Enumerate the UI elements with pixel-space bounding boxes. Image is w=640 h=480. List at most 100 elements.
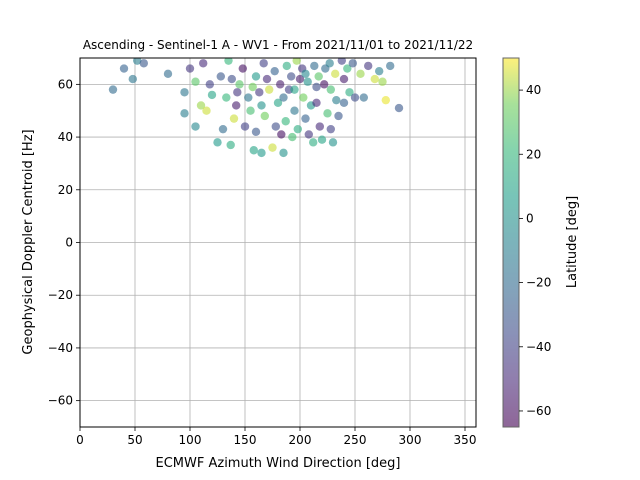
data-point <box>251 72 261 81</box>
data-point <box>375 66 384 76</box>
colorbar <box>502 57 520 428</box>
x-tick-label: 300 <box>399 433 422 447</box>
data-point <box>370 74 379 84</box>
y-tick-label: 60 <box>58 77 73 91</box>
data-point <box>279 93 288 102</box>
data-point <box>213 138 222 147</box>
colorbar-ticks: −60 −40 −20 0 20 40 <box>519 83 551 418</box>
data-point <box>350 93 360 102</box>
data-point <box>282 61 291 71</box>
data-point <box>356 69 365 79</box>
data-point <box>323 109 332 118</box>
data-point <box>108 85 118 94</box>
x-axis-label: ECMWF Azimuth Wind Direction [deg] <box>156 456 401 471</box>
colorbar-tick-label: 40 <box>526 83 541 97</box>
data-points <box>108 58 404 158</box>
data-point <box>337 58 346 65</box>
data-point <box>163 69 173 79</box>
y-tick-label: −60 <box>48 394 73 408</box>
data-point <box>292 58 301 65</box>
data-point <box>273 98 283 108</box>
data-point <box>287 72 296 81</box>
data-point <box>348 59 357 68</box>
data-point <box>281 117 290 126</box>
data-point <box>255 88 264 97</box>
data-point <box>257 101 266 110</box>
data-point <box>133 58 142 65</box>
data-point <box>312 82 321 92</box>
data-point <box>343 64 352 73</box>
data-point <box>312 98 321 108</box>
x-tick-label: 100 <box>179 433 202 447</box>
data-point <box>260 111 269 121</box>
data-point <box>320 80 329 89</box>
data-point <box>268 143 277 152</box>
data-point <box>257 148 266 158</box>
data-point <box>314 72 323 81</box>
data-point <box>232 101 241 110</box>
x-tick-label: 350 <box>454 433 477 447</box>
data-point <box>199 59 208 68</box>
data-point <box>364 61 373 71</box>
data-point <box>304 130 313 139</box>
data-point <box>277 130 286 139</box>
y-tick-label: 0 <box>65 236 73 250</box>
x-tick-label: 150 <box>234 433 257 447</box>
data-point <box>191 77 200 86</box>
data-point <box>222 93 231 102</box>
data-point <box>249 146 258 155</box>
data-point <box>218 124 228 134</box>
data-point <box>317 135 327 144</box>
data-point <box>339 74 349 84</box>
data-point <box>301 114 310 123</box>
data-point <box>238 64 247 73</box>
data-point <box>180 88 189 97</box>
data-point <box>295 74 305 84</box>
data-point <box>301 69 310 79</box>
x-tick-label: 0 <box>76 433 84 447</box>
data-point <box>185 64 195 73</box>
colorbar-tick-label: 0 <box>526 211 534 225</box>
colorbar-tick-label: −40 <box>526 340 551 354</box>
data-point <box>191 122 200 131</box>
data-point <box>205 80 214 89</box>
data-point <box>326 85 335 94</box>
colorbar-tick-label: 20 <box>526 147 541 161</box>
data-point <box>244 93 253 102</box>
data-point <box>229 114 239 123</box>
y-tick-label: −40 <box>48 341 73 355</box>
data-point <box>248 82 257 92</box>
data-point <box>265 85 274 94</box>
data-point <box>119 64 129 73</box>
data-point <box>279 148 288 158</box>
data-point <box>334 111 343 121</box>
data-point <box>226 140 235 150</box>
data-point <box>139 59 148 68</box>
data-point <box>386 61 395 71</box>
data-point <box>270 66 279 76</box>
x-axis-ticks: 0 50 100 150 200 250 300 350 <box>76 427 476 447</box>
data-point <box>128 74 137 84</box>
data-point <box>315 122 324 131</box>
data-point <box>235 80 244 89</box>
data-point <box>290 106 299 115</box>
x-tick-label: 200 <box>289 433 312 447</box>
y-axis-ticks: −60 −40 −20 0 20 40 60 <box>48 77 80 408</box>
data-point <box>328 138 338 147</box>
data-point <box>359 93 368 102</box>
data-point <box>332 95 341 105</box>
x-tick-label: 250 <box>344 433 367 447</box>
colorbar-tick-label: −20 <box>526 276 551 290</box>
colorbar-tick-label: −60 <box>526 404 551 418</box>
data-point <box>345 88 354 97</box>
data-point <box>224 58 233 65</box>
data-point <box>216 72 225 81</box>
data-point <box>310 61 319 71</box>
data-point <box>207 90 217 100</box>
data-point <box>326 124 335 134</box>
data-point <box>251 127 261 136</box>
y-tick-label: −20 <box>48 288 73 302</box>
data-point <box>309 138 318 147</box>
data-point <box>246 106 255 115</box>
